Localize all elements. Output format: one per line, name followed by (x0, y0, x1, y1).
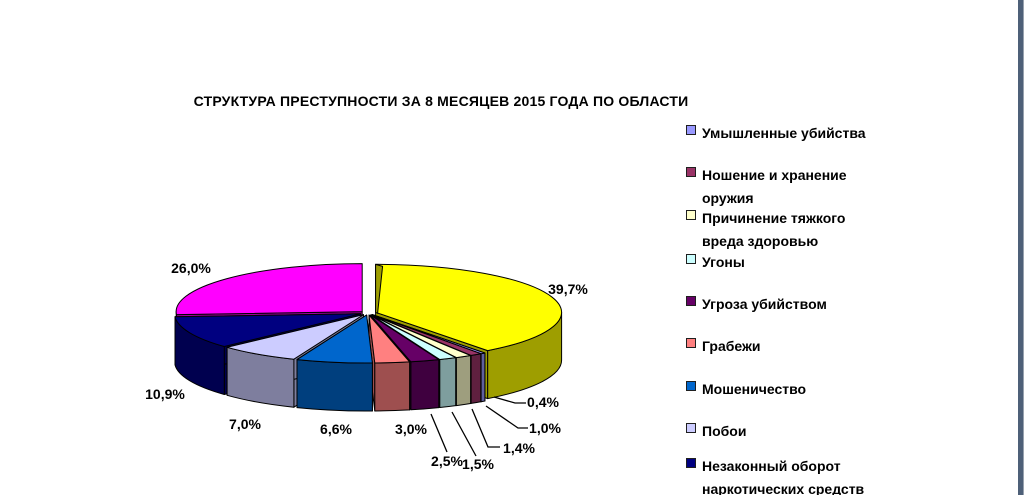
legend-item-label: Грабежи (702, 335, 761, 358)
legend-label-line: Побои (702, 423, 747, 439)
leader-line-4 (430, 413, 448, 453)
legend-label-line: наркотических средств (702, 481, 865, 495)
legend-label-line: Умышленные убийства (702, 125, 866, 141)
pie-slice-side-wall (470, 353, 482, 404)
pie-slice-side-wall (439, 357, 457, 408)
legend-item-1: Ношение и хранение оружия (686, 164, 847, 210)
legend-swatch-icon (686, 125, 696, 135)
pie-slice-side-wall (374, 361, 411, 412)
legend-label-line: Незаконный оборот (702, 458, 841, 474)
pie-slice-group-6 (296, 314, 373, 412)
legend-label-line: Причинение тяжкого (702, 210, 846, 226)
legend-swatch-icon (686, 210, 696, 220)
legend-label-line: оружия (702, 190, 754, 206)
legend-swatch-icon (686, 338, 696, 348)
chart-title: СТРУКТУРА ПРЕСТУПНОСТИ ЗА 8 МЕСЯЦЕВ 2015… (193, 93, 689, 109)
pie-slice-cut-strip (375, 263, 384, 314)
pie-slice-top (175, 263, 363, 316)
pie-slice-top (370, 314, 457, 360)
pie-value-label-1: 1,0% (529, 420, 561, 436)
pie-slice-top (226, 314, 364, 360)
legend-item-label: Незаконный оборот наркотических средств (702, 455, 864, 495)
legend-item-7: Побои (686, 420, 746, 443)
leader-line-1 (485, 405, 528, 429)
legend-label-line: Угроза убийством (702, 296, 827, 312)
legend-item-4: Угроза убийством (686, 293, 827, 316)
pie-slice-top (371, 314, 472, 359)
legend-item-label: Угроза убийством (702, 293, 827, 316)
pie-value-label-0: 0,4% (527, 394, 559, 410)
legend-label-line: Мошеничество (702, 381, 807, 397)
legend-item-5: Грабежи (686, 335, 761, 358)
pie-slice-top (375, 263, 563, 352)
legend-swatch-icon (686, 167, 696, 177)
legend-item-label: Угоны (702, 251, 745, 274)
pie-slice-side-wall (410, 359, 440, 411)
legend-item-6: Мошеничество (686, 378, 806, 401)
window-right-edge (1018, 0, 1024, 495)
legend-item-0: Умышленные убийства (686, 122, 866, 145)
legend-item-label: Побои (702, 420, 746, 443)
legend-label-line: Ношение и хранение (702, 167, 847, 183)
pie-slice-side-wall (480, 352, 486, 403)
pie-slice-top (296, 314, 373, 364)
legend-item-label: Ношение и хранение оружия (702, 164, 847, 210)
pie-value-label-4: 2,5% (431, 453, 463, 469)
legend-swatch-icon (686, 458, 696, 468)
pie-value-label-9: 26,0% (171, 260, 211, 276)
legend-item-label: Умышленные убийства (702, 122, 866, 145)
pie-value-label-2: 1,4% (503, 440, 535, 456)
legend-item-label: Причинение тяжкого вреда здоровью (702, 207, 845, 253)
legend-swatch-icon (686, 423, 696, 433)
pie-slice-top (369, 314, 440, 363)
pie-slice-top (372, 314, 482, 356)
leader-line-0 (493, 396, 526, 404)
pie-slice-side-wall (455, 355, 472, 407)
pie-value-label-3: 1,5% (462, 456, 494, 472)
legend-label-line: Угоны (702, 254, 745, 270)
leader-line-2 (471, 408, 500, 448)
pie-slice-top (368, 314, 411, 364)
pie-value-label-6: 6,6% (320, 421, 352, 437)
legend-item-label: Мошеничество (702, 378, 806, 401)
pie-slice-side-wall (296, 359, 373, 412)
legend-swatch-icon (686, 254, 696, 264)
leader-line-3 (451, 411, 477, 457)
legend-swatch-icon (686, 296, 696, 306)
pie-slice-top (174, 313, 362, 347)
pie-value-label-8: 10,9% (145, 386, 185, 402)
legend-item-3: Угоны (686, 251, 745, 274)
legend-swatch-icon (686, 381, 696, 391)
legend-item-2: Причинение тяжкого вреда здоровью (686, 207, 845, 253)
pie-value-label-5: 3,0% (395, 421, 427, 437)
pie-value-label-10: 39,7% (548, 281, 588, 297)
pie-value-label-7: 7,0% (229, 416, 261, 432)
legend-label-line: вреда здоровью (702, 233, 819, 249)
legend-item-8: Незаконный оборот наркотических средств (686, 455, 864, 495)
legend-label-line: Грабежи (702, 338, 761, 354)
